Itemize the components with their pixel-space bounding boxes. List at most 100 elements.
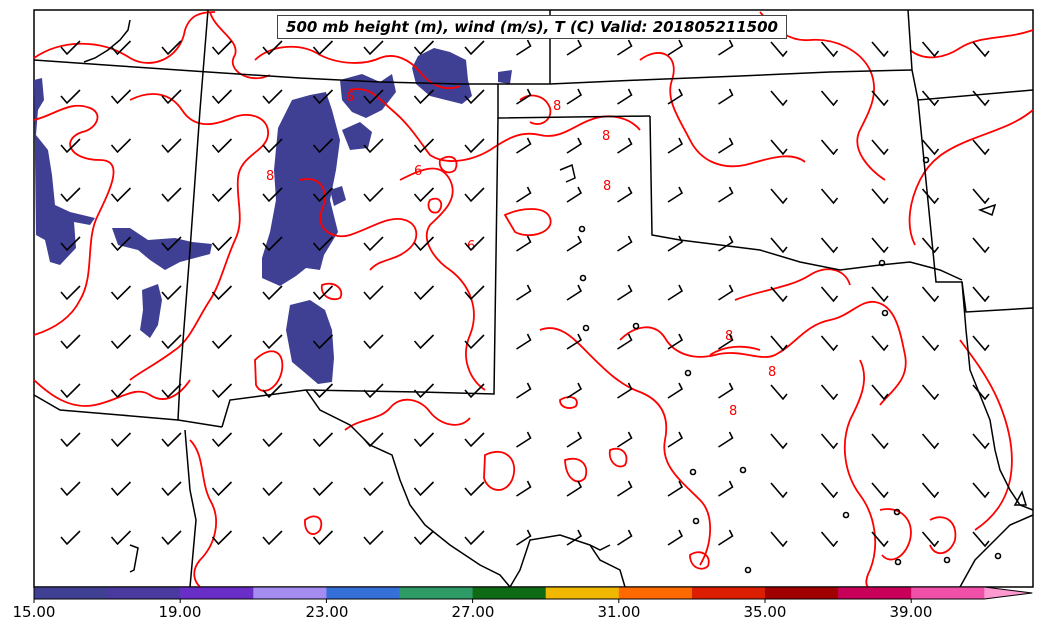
wind-barb — [921, 384, 940, 401]
wind-barb — [363, 187, 384, 203]
wind-barb — [60, 530, 81, 546]
wind-barb — [617, 333, 633, 350]
wind-barb — [820, 139, 839, 156]
wind-barb — [972, 188, 990, 205]
wind-barb — [363, 432, 384, 448]
wind-barb — [718, 137, 734, 154]
colorbar-segment — [545, 587, 620, 599]
colorbar-segment — [180, 587, 254, 599]
wind-barb — [464, 187, 485, 203]
wind-barb — [667, 333, 684, 350]
wind-barb — [363, 383, 384, 399]
wind-barb — [566, 284, 583, 301]
wind-barb — [464, 138, 485, 154]
wind-barb — [464, 432, 485, 448]
boundary-line — [221, 389, 307, 428]
wind-barb — [871, 433, 889, 450]
wind-barb — [312, 383, 334, 399]
wind-barb — [718, 382, 734, 399]
contour-line — [427, 197, 443, 214]
wind-barb — [972, 90, 990, 107]
wind-barb — [972, 286, 990, 303]
wind-barb — [110, 285, 132, 301]
wind-barb — [820, 531, 839, 548]
wind-barb — [413, 383, 435, 399]
wind-barb — [312, 334, 334, 350]
wind-barb — [312, 432, 334, 448]
wind-barb — [871, 482, 889, 499]
station-marker — [893, 508, 901, 516]
contour-line — [189, 439, 217, 588]
state-boundaries — [33, 9, 1034, 588]
wind-barb — [770, 531, 788, 548]
wind-barb — [516, 480, 532, 497]
wind-barb — [60, 236, 81, 252]
contour-line — [539, 327, 712, 566]
boundary-line — [961, 281, 1034, 511]
station-marker — [744, 566, 752, 574]
wind-barbs — [60, 39, 990, 548]
wind-barb — [161, 334, 182, 350]
wind-barb — [770, 90, 788, 107]
colorbar-segment — [911, 587, 985, 599]
boundary-line — [959, 514, 1034, 588]
contour-line — [843, 359, 877, 588]
wind-barb — [161, 89, 182, 105]
wind-barb — [972, 433, 990, 450]
wind-barb — [60, 285, 81, 301]
wind-barb — [161, 383, 182, 399]
wind-barb — [718, 480, 734, 497]
wind-barb — [921, 90, 940, 107]
wind-barb — [464, 89, 485, 105]
wind-barb — [667, 431, 684, 448]
wind-barb — [921, 41, 940, 58]
contour-label: 6 — [346, 90, 354, 105]
wind-barb — [516, 186, 532, 203]
contour-label: 6 — [414, 164, 422, 179]
shade-region-ks — [412, 48, 472, 104]
wind-barb — [667, 284, 684, 301]
wind-barb — [871, 188, 889, 205]
contour-line — [438, 155, 458, 174]
contour-label: 8 — [602, 129, 610, 144]
wind-barb — [516, 529, 532, 546]
station-marker — [684, 369, 692, 377]
wind-barb — [516, 39, 532, 56]
boundary-line — [184, 429, 197, 588]
wind-barb — [110, 334, 132, 350]
wind-barb — [667, 382, 684, 399]
wind-barb — [820, 41, 839, 58]
wind-barb — [110, 236, 132, 252]
wind-barb — [110, 383, 132, 399]
wind-barb — [718, 529, 734, 546]
wind-barb — [921, 188, 940, 205]
wind-barb — [161, 530, 182, 546]
wind-barb — [718, 284, 734, 301]
wind-barb — [262, 187, 283, 203]
station-marker — [739, 466, 747, 474]
colorbar-tick-label: 23.00 — [305, 603, 349, 621]
wind-barb — [566, 186, 583, 203]
wind-barb — [312, 530, 334, 546]
wind-barb — [161, 285, 182, 301]
colorbar-segment — [34, 587, 108, 599]
wind-barb — [464, 383, 485, 399]
boundary-line — [907, 9, 913, 71]
contour-label: 8 — [768, 365, 776, 380]
contour-line — [909, 29, 1034, 59]
shade-region-nm2 — [286, 300, 334, 384]
contour-label: 6 — [467, 239, 475, 254]
wind-barb — [566, 235, 583, 252]
wind-barb — [110, 481, 132, 497]
wind-barb — [617, 480, 633, 497]
wind-barb — [413, 40, 435, 56]
wind-barb — [60, 89, 81, 105]
wind-barb — [60, 481, 81, 497]
wind-barb — [110, 187, 132, 203]
wind-barb — [211, 40, 233, 56]
wind-barb — [110, 432, 132, 448]
map-title: 500 mb height (m), wind (m/s), T (C) Val… — [277, 15, 787, 39]
wind-barb — [770, 237, 788, 254]
wind-barb — [820, 335, 839, 352]
boundary-line — [977, 203, 997, 217]
